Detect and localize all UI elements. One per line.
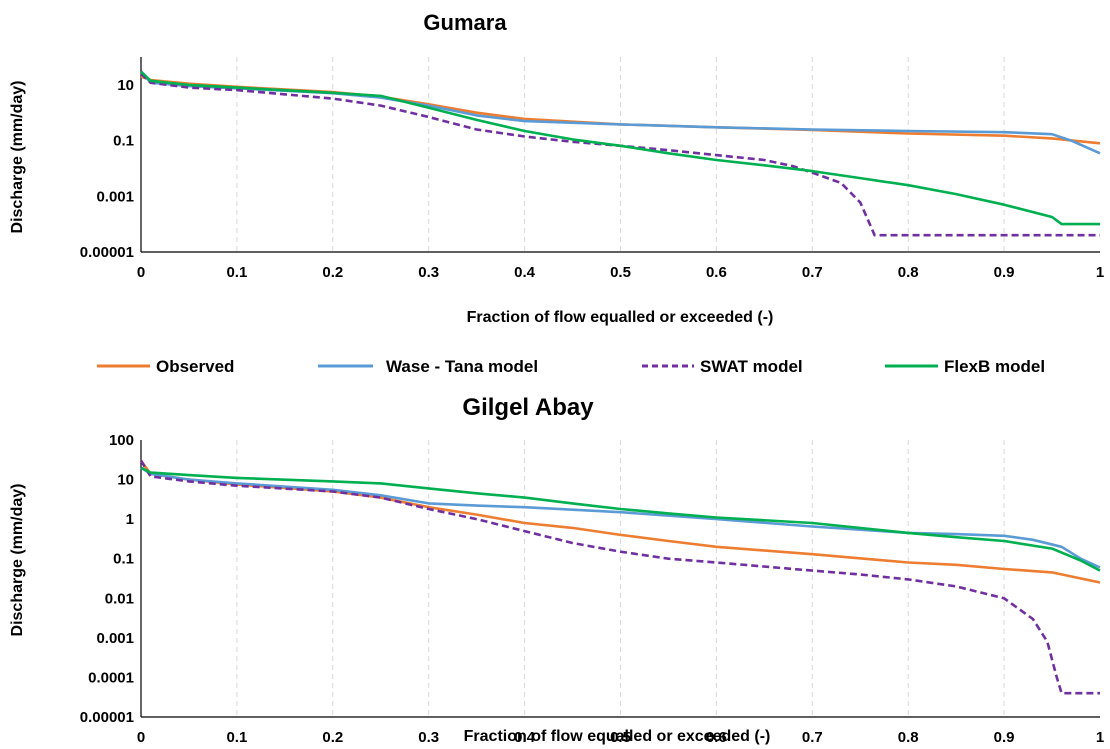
series-lines	[139, 459, 1101, 695]
x-tick-label: 1	[1096, 729, 1104, 746]
y-tick-label: 0.00001	[80, 709, 134, 726]
grid-lines	[236, 57, 1005, 252]
x-tick-label: 0.8	[898, 729, 919, 746]
x-tick-label: 0.8	[898, 264, 919, 281]
x-tick-labels: 0 0.1 0.2 0.3 0.4 0.5 0.6 0.7 0.8 0.9 1	[137, 264, 1104, 281]
y-tick-label: 1	[126, 511, 134, 528]
x-tick-label: 0.2	[322, 264, 343, 281]
series-flexb-model	[140, 70, 1100, 226]
x-tick-label: 0.5	[610, 729, 631, 746]
x-tick-label: 0.1	[226, 264, 247, 281]
legend-label: Wase - Tana model	[386, 357, 538, 376]
x-tick-label: 0.2	[322, 729, 343, 746]
x-tick-label: 0.1	[226, 729, 247, 746]
legend-label: FlexB model	[944, 357, 1045, 376]
legend-item: FlexB model	[885, 357, 1045, 376]
x-tick-label: 0	[137, 264, 145, 281]
x-tick-label: 0.6	[706, 264, 727, 281]
x-tick-label: 0.6	[706, 729, 727, 746]
x-tick-label: 1	[1096, 264, 1104, 281]
chart-gilgel-abay: Gilgel Abay 1001010.10.010.0010.00010.00…	[9, 394, 1104, 746]
x-tick-labels: 0 0.1 0.2 0.3 0.4 0.5 0.6 0.7 0.8 0.9 1	[137, 729, 1104, 746]
legend-item: Observed	[97, 357, 234, 376]
series-wase-tana-model	[140, 466, 1101, 569]
legend-item: SWAT model	[642, 357, 803, 376]
y-tick-label: 100	[109, 432, 134, 449]
y-tick-label: 0.1	[113, 551, 134, 568]
y-axis-label: Discharge (mm/day)	[9, 81, 26, 234]
x-tick-label: 0.3	[418, 264, 439, 281]
x-tick-label: 0	[137, 729, 145, 746]
x-axis-label: Fraction of flow equalled or exceeded (-…	[464, 728, 771, 745]
legend-label: SWAT model	[700, 357, 803, 376]
series-lines	[140, 70, 1101, 237]
chart-title: Gilgel Abay	[462, 394, 594, 421]
series-flexb-model	[140, 466, 1101, 572]
y-tick-label: 10	[117, 77, 134, 94]
y-tick-label: 0.0001	[88, 669, 134, 686]
legend-label: Observed	[156, 357, 234, 376]
legend: Observed Wase - Tana model SWAT model FlexB…	[97, 357, 1045, 376]
x-tick-label: 0.4	[514, 729, 536, 746]
x-tick-label: 0.4	[514, 264, 536, 281]
chart-gumara: Gumara 10 0.1 0.001 0.00001 0 0.1 0.2 0.3 0.4 0.…	[9, 10, 1104, 326]
x-tick-label: 0.7	[802, 729, 823, 746]
x-tick-label: 0.5	[610, 264, 631, 281]
legend-item: Wase - Tana model	[318, 357, 538, 376]
y-tick-labels: 10 0.1 0.001 0.00001	[80, 77, 134, 261]
chart-title: Gumara	[423, 10, 507, 35]
y-tick-label: 0.1	[113, 133, 134, 150]
y-tick-label: 10	[117, 472, 134, 489]
y-tick-label: 0.001	[96, 188, 134, 205]
y-tick-label: 0.001	[96, 630, 134, 647]
axes	[140, 57, 1100, 253]
series-swat-model	[139, 460, 1100, 695]
y-axis-label: Discharge (mm/day)	[9, 484, 26, 637]
y-tick-label: 0.00001	[80, 244, 134, 261]
x-tick-label: 0.9	[994, 729, 1015, 746]
x-tick-label: 0.9	[994, 264, 1015, 281]
x-tick-label: 0.7	[802, 264, 823, 281]
axes	[140, 440, 1100, 718]
y-tick-label: 0.01	[105, 590, 134, 607]
y-tick-labels: 100 10 1 0.1 0.01 0.001 0.0001 0.00001	[80, 432, 134, 726]
x-tick-label: 0.3	[418, 729, 439, 746]
x-axis-label: Fraction of flow equalled or exceeded (-…	[467, 309, 774, 326]
